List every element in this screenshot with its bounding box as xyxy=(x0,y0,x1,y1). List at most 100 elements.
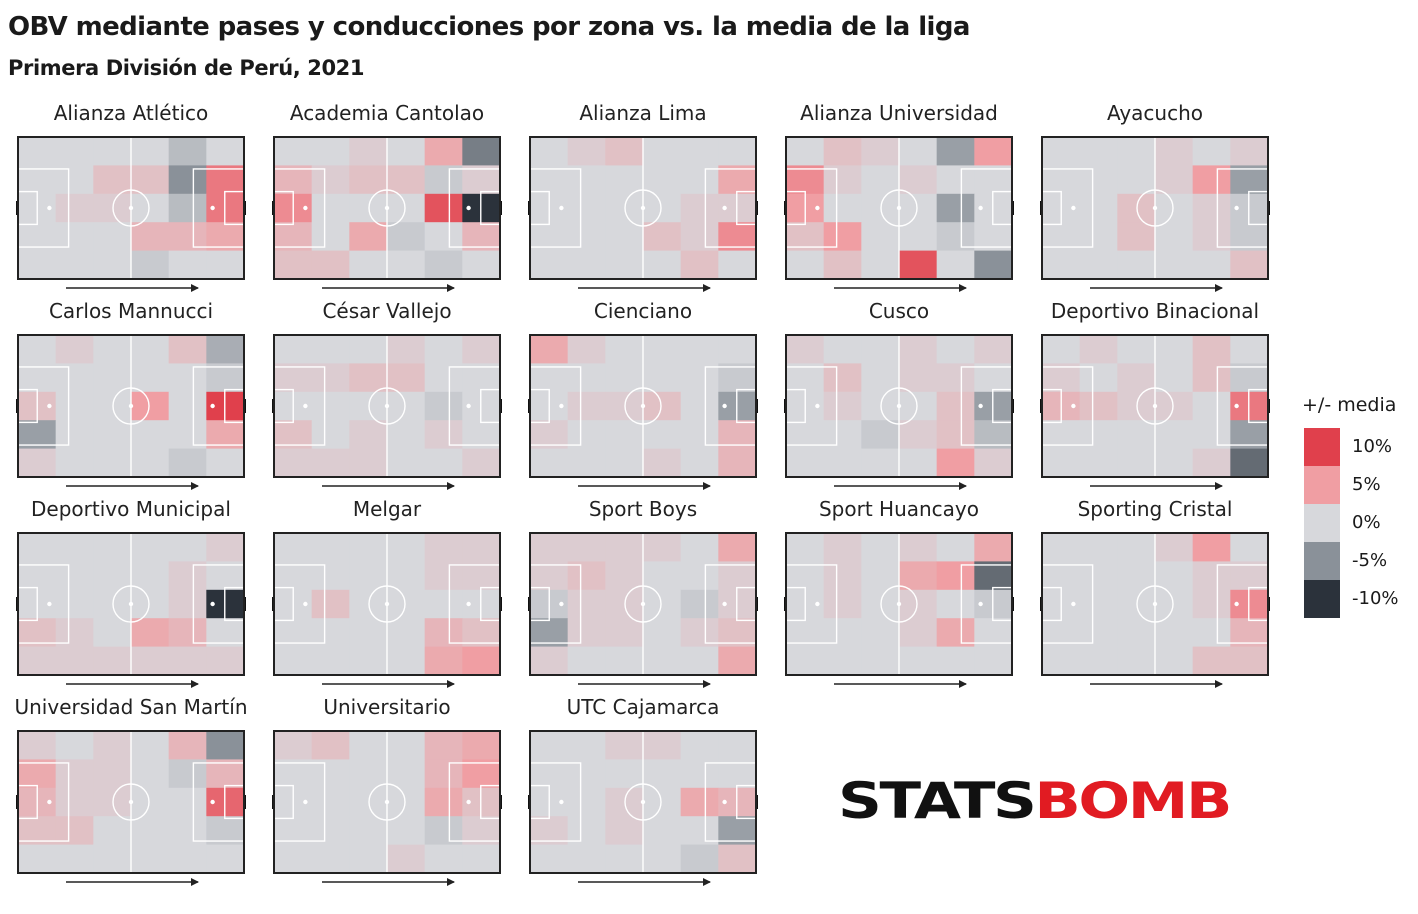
heatmap-cell xyxy=(349,335,388,364)
heatmap-cell xyxy=(567,250,606,280)
heatmap-cell xyxy=(168,250,207,280)
heatmap-cell xyxy=(1230,561,1269,591)
heatmap-cell xyxy=(274,165,313,195)
heatmap-cell xyxy=(387,250,426,280)
heatmap-cell xyxy=(718,250,757,280)
heatmap-cell xyxy=(680,165,719,195)
heatmap-cell xyxy=(93,816,132,845)
heatmap-cell xyxy=(18,165,57,195)
heatmap-cell xyxy=(605,250,644,280)
heatmap-cell xyxy=(349,561,388,591)
heatmap-cell xyxy=(974,561,1013,591)
heatmap-cell xyxy=(1192,561,1231,591)
heatmap-cell xyxy=(93,533,132,562)
heatmap-cell xyxy=(530,533,569,562)
team-panel: Sporting Cristal xyxy=(1040,497,1270,688)
heatmap-cell xyxy=(530,844,569,874)
heatmap-cell xyxy=(1079,561,1118,591)
heatmap-cell xyxy=(311,618,350,647)
heatmap-cell xyxy=(462,533,501,562)
team-name: Alianza Atlético xyxy=(54,101,209,125)
heatmap-cell xyxy=(786,448,825,478)
heatmap-cell xyxy=(93,759,132,789)
team-panel: César Vallejo xyxy=(272,299,502,490)
heatmap-cell xyxy=(1192,618,1231,647)
heatmap-cell xyxy=(1192,137,1231,166)
heatmap-cell xyxy=(643,137,682,166)
team-panel: Ayacucho xyxy=(1040,101,1270,292)
heatmap-cell xyxy=(974,165,1013,195)
heatmap-cell xyxy=(55,533,94,562)
team-panel: Deportivo Binacional xyxy=(1040,299,1270,490)
heatmap-cell xyxy=(1117,618,1156,647)
heatmap-cell xyxy=(567,533,606,562)
heatmap-cell xyxy=(168,561,207,591)
pitch-border xyxy=(785,136,1013,280)
heatmap-cell xyxy=(131,787,170,817)
heatmap-cell xyxy=(1192,420,1231,449)
heatmap-cell xyxy=(206,363,245,393)
heatmap-cell xyxy=(168,618,207,647)
heatmap-cell xyxy=(567,731,606,760)
heatmap-cell xyxy=(567,335,606,364)
heatmap-cell xyxy=(974,646,1013,676)
heatmap-cell xyxy=(1079,363,1118,393)
heatmap-cell xyxy=(899,363,938,393)
heatmap-cell xyxy=(605,618,644,647)
legend-label-10: 10% xyxy=(1352,436,1393,457)
heatmap-cell xyxy=(718,759,757,789)
team-name: Alianza Lima xyxy=(579,101,706,125)
heatmap-cell xyxy=(1192,222,1231,251)
heatmap-cell xyxy=(1155,363,1194,393)
heatmap-cell xyxy=(605,816,644,845)
heatmap-cell xyxy=(387,816,426,845)
heatmap-cell xyxy=(206,222,245,251)
legend-title: +/- media xyxy=(1302,394,1397,416)
heatmap-cell xyxy=(605,448,644,478)
heatmap-cell xyxy=(311,335,350,364)
heatmap-cell xyxy=(55,561,94,591)
heatmap-cell xyxy=(567,561,606,591)
heatmap-cell xyxy=(424,420,463,449)
heatmap-cell xyxy=(861,335,900,364)
heatmap-cell xyxy=(605,363,644,393)
heatmap-cell xyxy=(643,448,682,478)
heatmap-cell xyxy=(55,222,94,251)
heatmap-cell xyxy=(311,193,350,223)
heatmap-cell xyxy=(899,618,938,647)
heatmap-cell xyxy=(1192,250,1231,280)
heatmap-cell xyxy=(643,335,682,364)
heatmap-cell xyxy=(424,787,463,817)
heatmap-cell xyxy=(680,731,719,760)
heatmap-cell xyxy=(462,420,501,449)
heatmap-cell xyxy=(1079,335,1118,364)
heatmap-cell xyxy=(349,137,388,166)
heatmap-cell xyxy=(1079,618,1118,647)
heatmap-cell xyxy=(530,448,569,478)
heatmap-cell xyxy=(462,137,501,166)
team-panel: Cienciano xyxy=(528,299,758,490)
heatmap-cell xyxy=(1192,533,1231,562)
heatmap-cell xyxy=(387,363,426,393)
heatmap-cell xyxy=(424,646,463,676)
heatmap-cell xyxy=(899,646,938,676)
heatmap-cell xyxy=(387,391,426,421)
heatmap-cell xyxy=(786,618,825,647)
heatmap-cell xyxy=(1042,222,1081,251)
heatmap-cell xyxy=(1230,618,1269,647)
heatmap-cell xyxy=(55,731,94,760)
team-panel: Alianza Lima xyxy=(528,101,758,292)
legend-swatch-minus10 xyxy=(1304,580,1340,618)
heatmap-cell xyxy=(55,448,94,478)
heatmap-cell xyxy=(274,335,313,364)
heatmap-cell xyxy=(55,618,94,647)
heatmap-cell xyxy=(349,222,388,251)
heatmap-cell xyxy=(311,533,350,562)
team-panel: Sport Huancayo xyxy=(784,497,1014,688)
team-name: Alianza Universidad xyxy=(800,101,998,125)
team-panel: Academia Cantolao xyxy=(272,101,502,292)
heatmap-cell xyxy=(786,222,825,251)
heatmap-cell xyxy=(567,193,606,223)
heatmap-cell xyxy=(643,250,682,280)
heatmap-cell xyxy=(899,561,938,591)
